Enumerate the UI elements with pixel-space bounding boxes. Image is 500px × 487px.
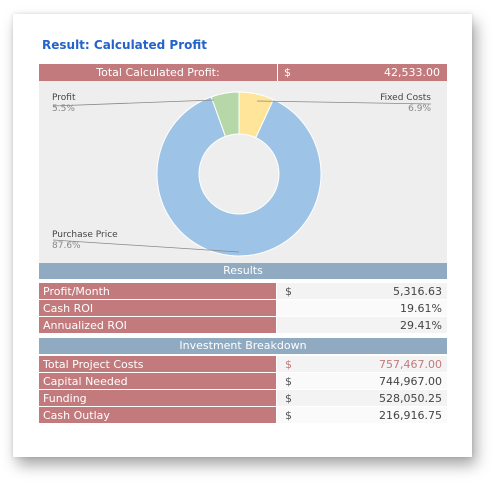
row-currency: $: [277, 390, 315, 406]
total-profit-label: Total Calculated Profit:: [39, 64, 278, 81]
row-label: Funding: [39, 390, 277, 406]
row-label: Capital Needed: [39, 373, 277, 389]
table-row: Funding $ 528,050.25: [39, 390, 447, 407]
row-currency: [277, 317, 315, 333]
slice-profit: [210, 91, 240, 138]
label-purchase-price: Purchase Price 87.6%: [52, 230, 118, 252]
total-profit-value: 42,533.00: [384, 66, 440, 79]
row-currency: $: [277, 373, 315, 389]
row-label: Profit/Month: [39, 283, 277, 299]
label-profit: Profit 5.5%: [52, 93, 75, 115]
row-value: 29.41%: [315, 317, 447, 333]
row-value: 528,050.25: [315, 390, 447, 406]
row-value: 216,916.75: [315, 407, 447, 423]
row-value: 5,316.63: [315, 283, 447, 299]
label-profit-name: Profit: [52, 93, 76, 103]
slice-purchase-price: [156, 96, 322, 257]
row-label: Annualized ROI: [39, 317, 277, 333]
donut-svg: [52, 91, 432, 257]
label-purchase-price-value: 87.6%: [52, 241, 81, 251]
row-currency: $: [277, 356, 315, 372]
total-profit-currency: $: [284, 66, 291, 79]
profit-donut-chart: Profit 5.5% Fixed Costs 6.9% Purchase Pr…: [39, 81, 447, 263]
label-purchase-price-name: Purchase Price: [52, 230, 118, 240]
table-row: Total Project Costs $ 757,467.00: [39, 356, 447, 373]
row-value: 19.61%: [315, 300, 447, 316]
table-row: Cash Outlay $ 216,916.75: [39, 407, 447, 424]
leader-line-fixed-costs: [256, 100, 432, 105]
label-fixed-costs: Fixed Costs 6.9%: [380, 93, 431, 115]
row-currency: [277, 300, 315, 316]
row-value: 744,967.00: [315, 373, 447, 389]
table-row: Cash ROI 19.61%: [39, 300, 447, 317]
total-profit-row: Total Calculated Profit: $ 42,533.00: [39, 64, 447, 81]
results-header: Results: [39, 263, 447, 279]
row-currency: $: [277, 283, 315, 299]
page-title: Result: Calculated Profit: [42, 38, 208, 52]
investment-breakdown-header: Investment Breakdown: [39, 338, 447, 354]
row-value: 757,467.00: [315, 356, 447, 372]
row-label: Cash ROI: [39, 300, 277, 316]
label-profit-value: 5.5%: [52, 104, 75, 114]
table-row: Capital Needed $ 744,967.00: [39, 373, 447, 390]
row-label: Total Project Costs: [39, 356, 277, 372]
row-currency: $: [277, 407, 315, 423]
row-label: Cash Outlay: [39, 407, 277, 423]
table-row: Annualized ROI 29.41%: [39, 317, 447, 334]
label-fixed-costs-name: Fixed Costs: [380, 93, 431, 103]
leader-line-profit: [52, 99, 215, 107]
leader-line-purchase-price: [52, 239, 240, 253]
table-row: Profit/Month $ 5,316.63: [39, 283, 447, 300]
label-fixed-costs-value: 6.9%: [408, 104, 431, 114]
